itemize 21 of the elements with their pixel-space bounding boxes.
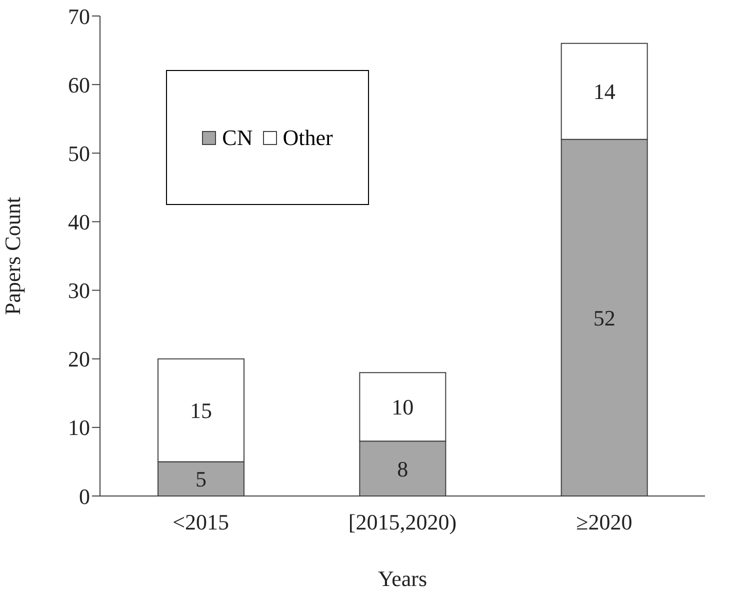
y-axis-title: Papers Count — [0, 197, 25, 315]
legend-label: CN — [222, 124, 253, 150]
x-tick-label: [2015,2020) — [348, 510, 457, 535]
x-tick-label: ≥2020 — [576, 510, 632, 535]
y-tick-label: 50 — [68, 140, 90, 166]
y-tick-label: 60 — [68, 72, 90, 98]
data-label: 5 — [196, 466, 206, 492]
data-label: 52 — [593, 306, 616, 331]
y-tick-label: 40 — [68, 210, 90, 235]
data-label: 8 — [397, 456, 408, 482]
y-tick-label: 0 — [79, 484, 90, 509]
y-tick-label: 10 — [68, 415, 90, 440]
x-axis-title: Years — [378, 566, 428, 591]
x-tick-label: <2015 — [172, 510, 230, 535]
data-label: 15 — [190, 398, 212, 424]
y-tick-label: 70 — [68, 4, 90, 29]
y-tick-label: 20 — [68, 346, 90, 372]
data-label: 10 — [392, 394, 414, 420]
y-tick-label: 30 — [68, 278, 90, 304]
data-label: 14 — [593, 79, 616, 104]
legend-label: Other — [282, 124, 333, 150]
